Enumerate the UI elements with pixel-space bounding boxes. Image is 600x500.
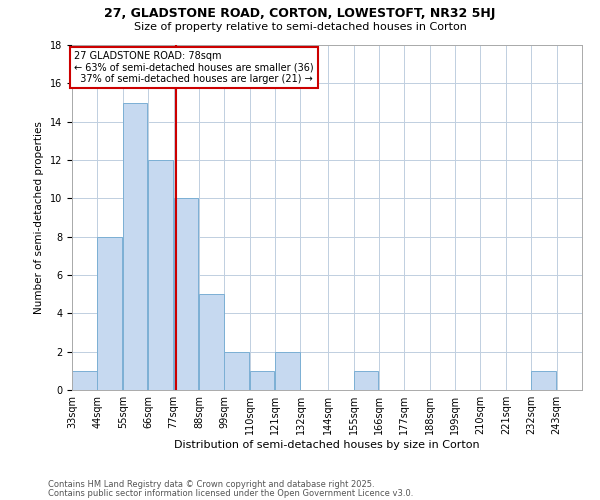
Bar <box>275 352 300 390</box>
Bar <box>123 102 148 390</box>
Bar <box>224 352 249 390</box>
Text: 27 GLADSTONE ROAD: 78sqm
← 63% of semi-detached houses are smaller (36)
  37% of: 27 GLADSTONE ROAD: 78sqm ← 63% of semi-d… <box>74 51 314 84</box>
Text: Size of property relative to semi-detached houses in Corton: Size of property relative to semi-detach… <box>134 22 466 32</box>
Bar <box>72 371 97 390</box>
Bar <box>250 371 274 390</box>
Bar <box>531 371 556 390</box>
Bar <box>148 160 173 390</box>
Bar <box>199 294 224 390</box>
Text: Contains public sector information licensed under the Open Government Licence v3: Contains public sector information licen… <box>48 489 413 498</box>
Text: Contains HM Land Registry data © Crown copyright and database right 2025.: Contains HM Land Registry data © Crown c… <box>48 480 374 489</box>
X-axis label: Distribution of semi-detached houses by size in Corton: Distribution of semi-detached houses by … <box>174 440 480 450</box>
Bar <box>97 236 122 390</box>
Bar <box>353 371 378 390</box>
Text: 27, GLADSTONE ROAD, CORTON, LOWESTOFT, NR32 5HJ: 27, GLADSTONE ROAD, CORTON, LOWESTOFT, N… <box>104 8 496 20</box>
Y-axis label: Number of semi-detached properties: Number of semi-detached properties <box>34 121 44 314</box>
Bar <box>173 198 198 390</box>
